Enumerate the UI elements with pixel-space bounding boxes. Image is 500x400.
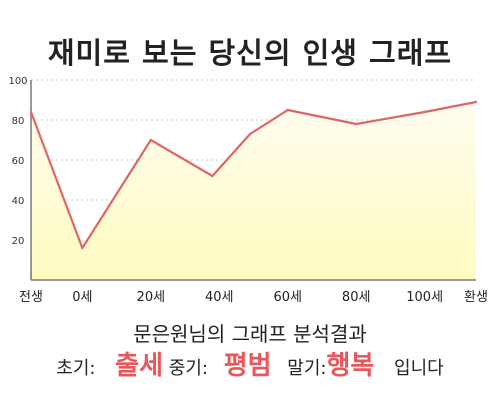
data-point-5 xyxy=(286,108,289,112)
x-tick-label: 40세 xyxy=(205,290,234,305)
early-value: 출세 xyxy=(115,351,164,381)
analysis-caption: 문은원님의 그래프 분석결과 xyxy=(133,322,367,346)
mid-value: 평범 xyxy=(223,351,272,381)
data-point-4 xyxy=(248,132,252,136)
data-point-8 xyxy=(474,100,478,104)
life-graph-chart: 20 40 60 80 100 전생 0세 20세 40세 60세 80세 100세 환생 xyxy=(8,76,488,305)
early-label: 초기: xyxy=(56,358,96,379)
data-point-7 xyxy=(423,110,426,114)
analysis-result: 초기: 출세 중기: 평범 말기:행복 입니다 xyxy=(0,345,500,382)
late-label: 말기: xyxy=(287,358,327,379)
y-tick-labels: 20 40 60 80 100 xyxy=(8,76,27,247)
mid-label: 중기: xyxy=(168,358,208,379)
x-tick-label: 20세 xyxy=(137,290,166,305)
x-tick-label: 60세 xyxy=(273,290,302,305)
y-tick-label: 100 xyxy=(8,76,27,87)
area-fill xyxy=(31,102,476,280)
series-line xyxy=(29,100,478,250)
data-point-0 xyxy=(29,110,33,114)
data-point-1 xyxy=(81,246,84,250)
area-fill-shape xyxy=(31,102,476,280)
x-tick-label: 0세 xyxy=(72,290,92,305)
y-tick-label: 60 xyxy=(12,156,25,167)
x-tick-label: 80세 xyxy=(342,290,371,305)
y-tick-label: 20 xyxy=(12,236,25,247)
late-value: 행복 xyxy=(326,351,375,381)
chart-title: 재미로 보는 당신의 인생 그래프 xyxy=(47,36,453,70)
x-tick-label: 환생 xyxy=(464,290,488,305)
x-tick-labels: 전생 0세 20세 40세 60세 80세 100세 환생 xyxy=(19,290,488,305)
x-tick-label: 100세 xyxy=(406,290,443,305)
ending-text: 입니다 xyxy=(394,358,444,379)
y-tick-label: 80 xyxy=(12,116,25,127)
x-tick-label: 전생 xyxy=(19,290,43,305)
y-tick-label: 40 xyxy=(12,196,25,207)
data-point-2 xyxy=(149,138,153,142)
data-point-3 xyxy=(211,174,214,178)
data-point-6 xyxy=(354,122,358,126)
